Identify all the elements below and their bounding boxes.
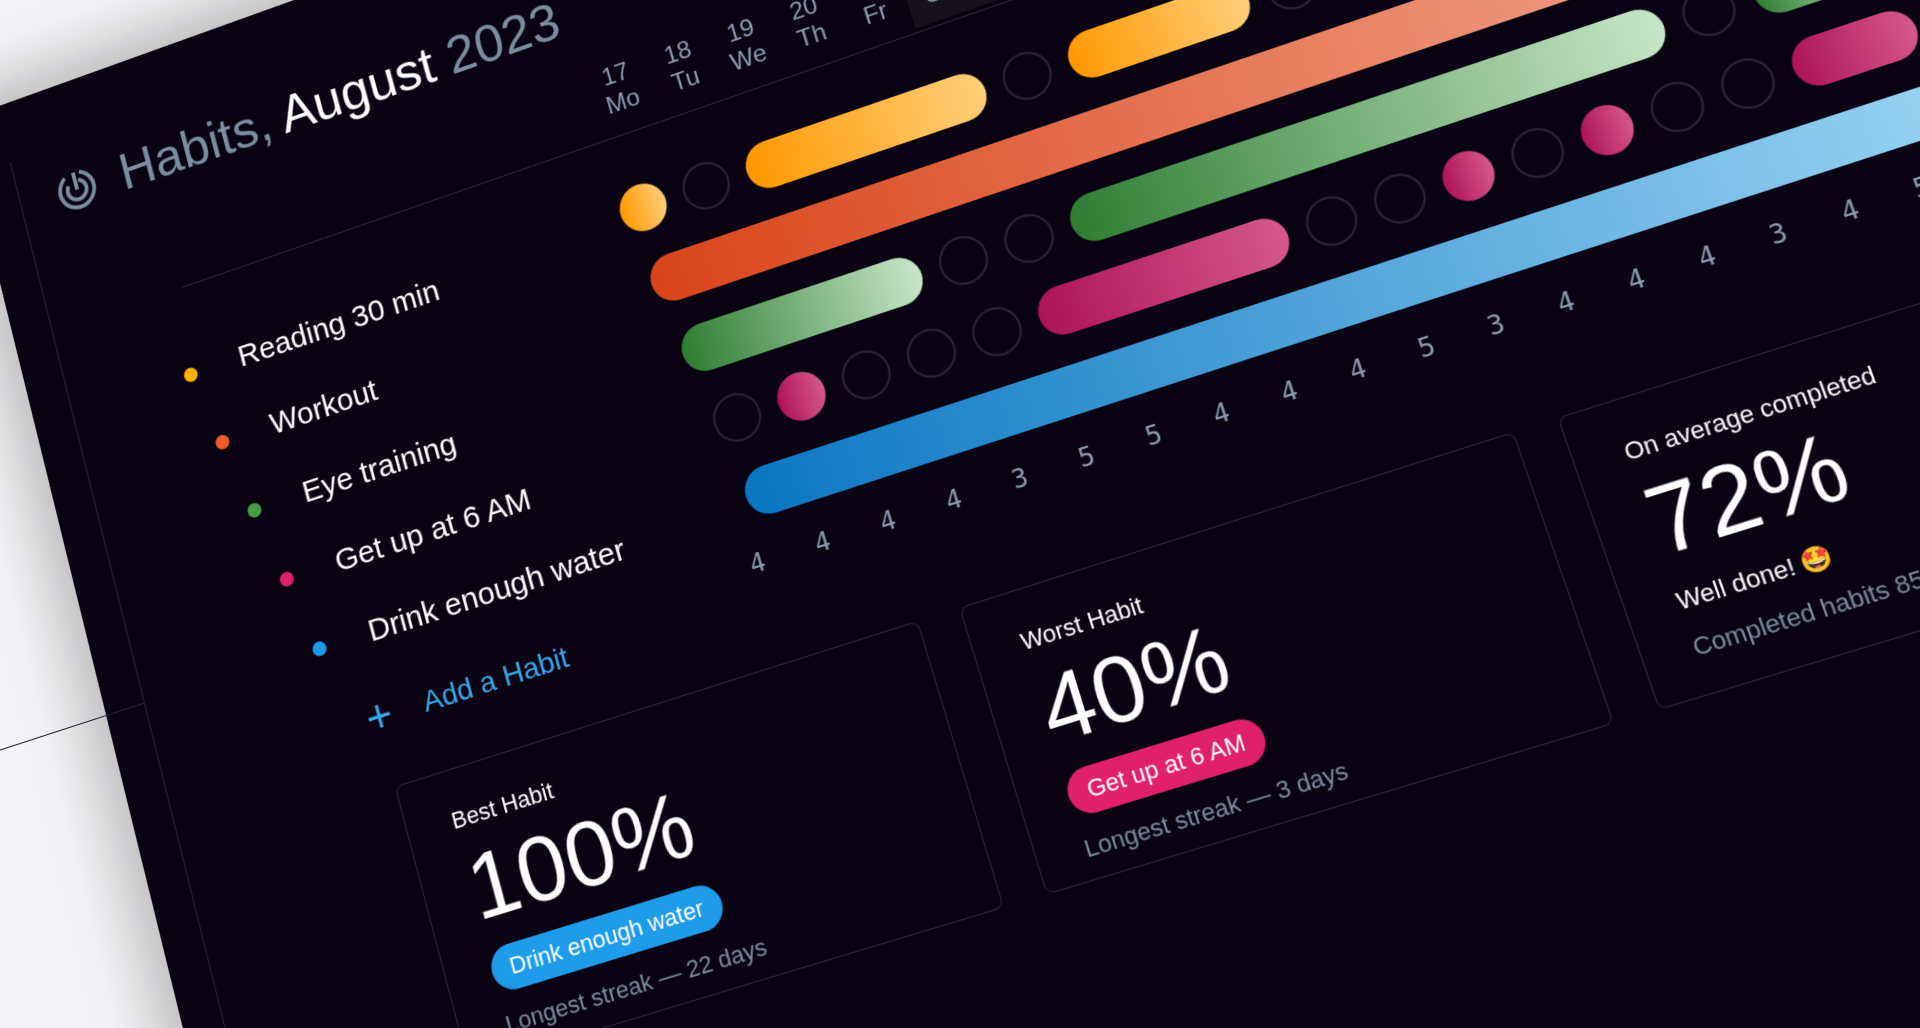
daily-total: 4 bbox=[1552, 285, 1580, 320]
daily-total: 3 bbox=[1483, 307, 1510, 343]
streak-fill bbox=[1435, 144, 1502, 208]
habit-color-dot bbox=[246, 501, 263, 520]
page-header: Habits, August 2023 bbox=[51, 0, 567, 225]
daily-total: 4 bbox=[1276, 374, 1302, 409]
plus-icon: + bbox=[360, 687, 399, 746]
title-prefix: Habits, bbox=[113, 90, 289, 202]
daily-total: 4 bbox=[1345, 352, 1371, 387]
add-habit-label: Add a Habit bbox=[419, 640, 573, 719]
habit-name: Workout bbox=[266, 373, 382, 442]
daily-total: 3 bbox=[1764, 216, 1792, 252]
empty-circle-icon bbox=[998, 207, 1061, 270]
empty-circle-icon bbox=[1643, 74, 1712, 140]
empty-circle-icon bbox=[1299, 189, 1365, 253]
habit-color-dot bbox=[182, 365, 200, 384]
empty-circle-icon bbox=[1713, 51, 1783, 116]
empty-circle-icon bbox=[996, 45, 1058, 107]
empty-circle-icon bbox=[1367, 166, 1433, 231]
empty-circle-icon bbox=[835, 343, 897, 406]
empty-circle-icon bbox=[1259, 0, 1324, 17]
streak-fill bbox=[614, 177, 673, 238]
daily-total: 4 bbox=[746, 546, 770, 580]
title-month[interactable]: August bbox=[273, 36, 442, 145]
daily-total: 3 bbox=[1007, 461, 1032, 496]
habit-color-dot bbox=[278, 569, 296, 589]
empty-circle-icon bbox=[1675, 0, 1743, 44]
daily-total: 4 bbox=[876, 504, 900, 539]
empty-circle-icon bbox=[966, 300, 1029, 363]
daily-total: 4 bbox=[1208, 396, 1234, 431]
empty-circle-icon bbox=[707, 386, 768, 449]
habit-color-dot bbox=[214, 433, 231, 452]
page-title: Habits, August 2023 bbox=[113, 0, 566, 203]
streak-fill bbox=[1573, 98, 1641, 163]
daily-total: 4 bbox=[1693, 239, 1721, 275]
empty-circle-icon bbox=[932, 229, 995, 292]
daily-total: 5 bbox=[1141, 418, 1167, 453]
daily-total: 4 bbox=[810, 525, 835, 560]
habit-color-dot bbox=[310, 639, 329, 658]
daily-total: 4 bbox=[941, 483, 966, 517]
daily-total: 5 bbox=[1413, 330, 1440, 365]
worst-habit-card: Worst Habit 40% Get up at 6 AM Longest s… bbox=[959, 431, 1615, 895]
habit-list: Reading 30 min Workout Eye training Get up … bbox=[175, 219, 658, 787]
streak-fill bbox=[771, 365, 832, 428]
empty-circle-icon bbox=[1504, 121, 1572, 185]
empty-circle-icon bbox=[676, 155, 736, 217]
spiral-target-icon bbox=[53, 163, 101, 216]
daily-total: 4 bbox=[1623, 262, 1650, 298]
daily-total: 4 bbox=[1836, 193, 1864, 229]
sidebar-separator bbox=[0, 702, 145, 777]
empty-circle-icon bbox=[900, 322, 963, 385]
daily-total: 5 bbox=[1074, 440, 1099, 475]
title-year[interactable]: 2023 bbox=[426, 0, 567, 92]
